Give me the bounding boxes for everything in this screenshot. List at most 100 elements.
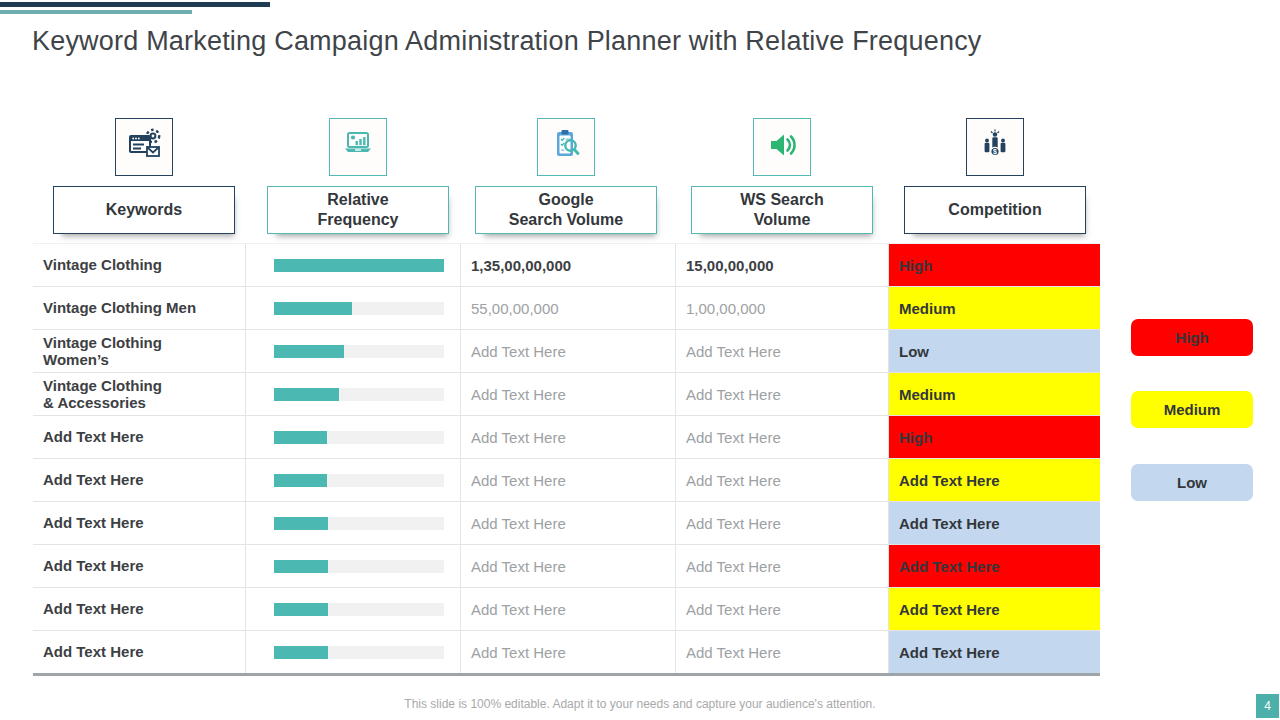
frequency-bar-fill (274, 517, 328, 530)
google-search-volume-cell: 1,35,00,00,000 (460, 244, 675, 286)
relative-frequency-cell (245, 588, 460, 630)
frequency-bar-track (274, 388, 444, 401)
competition-cell: Low (888, 330, 1100, 372)
frequency-bar-track (274, 259, 444, 272)
page-title: Keyword Marketing Campaign Administratio… (32, 26, 1252, 57)
keyword-cell[interactable]: Add Text Here (33, 588, 245, 630)
google-search-volume-icon-box (537, 118, 595, 176)
slide: Keyword Marketing Campaign Administratio… (0, 0, 1280, 720)
top-accent-bar-navy (0, 2, 270, 7)
frequency-bar-fill (274, 560, 328, 573)
google-search-volume-cell[interactable]: Add Text Here (460, 545, 675, 587)
competition-cell[interactable]: Add Text Here (888, 545, 1100, 587)
footer-note: This slide is 100% editable. Adapt it to… (0, 697, 1280, 711)
google-search-volume-cell[interactable]: Add Text Here (460, 330, 675, 372)
relative-frequency-cell (245, 459, 460, 501)
frequency-bar-track (274, 431, 444, 444)
ws-search-volume-cell[interactable]: Add Text Here (675, 373, 888, 415)
table-row: Vintage Clothing Women’s Add Text HereAdd… (33, 329, 1100, 372)
frequency-bar-fill (274, 302, 352, 315)
google-search-volume-cell[interactable]: Add Text Here (460, 459, 675, 501)
frequency-bar-track (274, 560, 444, 573)
keyword-cell: Vintage Clothing & Accessories (33, 373, 245, 415)
laptop-analytics-icon (340, 127, 376, 167)
frequency-bar-fill (274, 646, 328, 659)
frequency-bar-track (274, 603, 444, 616)
competition-cell[interactable]: Add Text Here (888, 502, 1100, 544)
frequency-bar-fill (274, 431, 327, 444)
keyword-cell[interactable]: Add Text Here (33, 416, 245, 458)
frequency-bar-track (274, 517, 444, 530)
winners-podium-icon: $ (977, 127, 1013, 167)
frequency-bar-track (274, 474, 444, 487)
page-number-badge: 4 (1256, 694, 1279, 718)
table-row: Add Text HereAdd Text HereAdd Text HereA… (33, 501, 1100, 544)
table-row: Add Text HereAdd Text HereAdd Text HereA… (33, 630, 1100, 673)
frequency-bar-track (274, 345, 444, 358)
keyword-cell[interactable]: Add Text Here (33, 459, 245, 501)
google-search-volume-cell[interactable]: Add Text Here (460, 631, 675, 673)
competition-cell: High (888, 416, 1100, 458)
keyword-cell[interactable]: Add Text Here (33, 502, 245, 544)
keyword-cell[interactable]: Add Text Here (33, 631, 245, 673)
table-row: Add Text HereAdd Text HereAdd Text HereH… (33, 415, 1100, 458)
planner-table: Vintage Clothing 1,35,00,00,00015,00,00,0… (33, 243, 1100, 676)
frequency-bar-fill (274, 474, 327, 487)
competition-cell: Medium (888, 287, 1100, 329)
competition-cell: High (888, 244, 1100, 286)
relative-frequency-cell (245, 416, 460, 458)
table-row: Vintage Clothing Men 55,00,00,0001,00,00,… (33, 286, 1100, 329)
google-search-volume-cell[interactable]: Add Text Here (460, 588, 675, 630)
relative-frequency-cell (245, 502, 460, 544)
frequency-bar-fill (274, 603, 328, 616)
relative-frequency-cell (245, 244, 460, 286)
frequency-bar-fill (274, 388, 339, 401)
legend-high-chip: High (1131, 319, 1253, 356)
frequency-bar-fill (274, 259, 444, 272)
competition-cell: Medium (888, 373, 1100, 415)
relative-frequency-cell (245, 287, 460, 329)
column-header-relative-frequency: Relative Frequency (267, 186, 449, 234)
ws-search-volume-cell: 1,00,00,000 (675, 287, 888, 329)
ws-search-volume-cell[interactable]: Add Text Here (675, 545, 888, 587)
svg-text:$: $ (993, 148, 997, 156)
column-header-keywords: Keywords (53, 186, 235, 234)
keyword-cell: Vintage Clothing (33, 244, 245, 286)
ws-search-volume-cell[interactable]: Add Text Here (675, 330, 888, 372)
relative-frequency-cell (245, 631, 460, 673)
competition-cell[interactable]: Add Text Here (888, 459, 1100, 501)
google-search-volume-cell[interactable]: Add Text Here (460, 416, 675, 458)
table-row: Vintage Clothing 1,35,00,00,00015,00,00,0… (33, 244, 1100, 286)
ws-search-volume-cell[interactable]: Add Text Here (675, 459, 888, 501)
table-row: Vintage Clothing & Accessories Add Text H… (33, 372, 1100, 415)
column-header-competition: Competition (904, 186, 1086, 234)
frequency-bar-track (274, 646, 444, 659)
relative-frequency-icon-box (329, 118, 387, 176)
server-gear-mail-icon (126, 127, 162, 167)
clipboard-search-icon (548, 127, 584, 167)
ws-search-volume-cell[interactable]: Add Text Here (675, 502, 888, 544)
speaker-icon (764, 127, 800, 167)
keyword-cell: Vintage Clothing Men (33, 287, 245, 329)
column-header-google-search-volume: Google Search Volume (475, 186, 657, 234)
table-row: Add Text HereAdd Text HereAdd Text HereA… (33, 544, 1100, 587)
google-search-volume-cell[interactable]: Add Text Here (460, 502, 675, 544)
ws-search-volume-cell[interactable]: Add Text Here (675, 631, 888, 673)
google-search-volume-cell: 55,00,00,000 (460, 287, 675, 329)
competition-cell[interactable]: Add Text Here (888, 588, 1100, 630)
ws-search-volume-icon-box (753, 118, 811, 176)
competition-icon-box: $ (966, 118, 1024, 176)
google-search-volume-cell[interactable]: Add Text Here (460, 373, 675, 415)
relative-frequency-cell (245, 373, 460, 415)
frequency-bar-track (274, 302, 444, 315)
competition-cell[interactable]: Add Text Here (888, 631, 1100, 673)
keyword-cell[interactable]: Add Text Here (33, 545, 245, 587)
ws-search-volume-cell: 15,00,00,000 (675, 244, 888, 286)
ws-search-volume-cell[interactable]: Add Text Here (675, 588, 888, 630)
table-row: Add Text HereAdd Text HereAdd Text HereA… (33, 587, 1100, 630)
legend-low-chip: Low (1131, 464, 1253, 501)
top-accent-bar-teal (0, 10, 192, 14)
ws-search-volume-cell[interactable]: Add Text Here (675, 416, 888, 458)
keyword-cell: Vintage Clothing Women’s (33, 330, 245, 372)
frequency-bar-fill (274, 345, 344, 358)
